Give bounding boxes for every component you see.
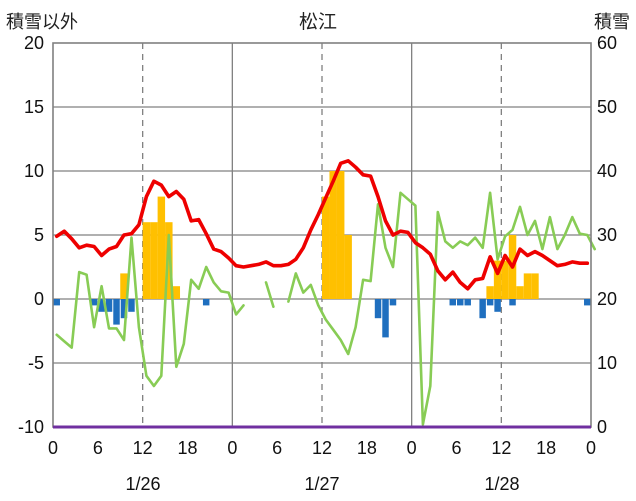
x-tick-label: 6 bbox=[451, 438, 461, 458]
left-tick-label: 20 bbox=[24, 33, 44, 53]
precip-bar bbox=[457, 299, 464, 306]
x-tick-label: 12 bbox=[133, 438, 153, 458]
snowfall-bar bbox=[531, 273, 539, 299]
right-tick-label: 10 bbox=[597, 353, 617, 373]
precip-bar bbox=[53, 299, 60, 306]
precip-bar bbox=[494, 299, 501, 312]
date-label-1: 1/26 bbox=[125, 474, 160, 494]
x-tick-label: 18 bbox=[177, 438, 197, 458]
x-tick-label: 6 bbox=[272, 438, 282, 458]
x-tick-label: 0 bbox=[227, 438, 237, 458]
left-tick-label: 0 bbox=[34, 289, 44, 309]
left-tick-label: 5 bbox=[34, 225, 44, 245]
precip-bar bbox=[464, 299, 471, 306]
precip-bar bbox=[90, 299, 98, 306]
snowfall-bar bbox=[344, 235, 352, 299]
snowfall-bar bbox=[329, 171, 337, 299]
precip-bar bbox=[584, 299, 591, 306]
precip-bar bbox=[98, 299, 105, 312]
x-tick-label: 18 bbox=[357, 438, 377, 458]
right-tick-label: 20 bbox=[597, 289, 617, 309]
x-tick-label: 12 bbox=[312, 438, 332, 458]
snowfall-bar bbox=[501, 260, 509, 299]
snowfall-bar bbox=[165, 222, 173, 299]
x-tick-label: 0 bbox=[586, 438, 596, 458]
date-label-3: 1/28 bbox=[484, 474, 519, 494]
snowfall-bar bbox=[142, 222, 151, 299]
series-lines bbox=[54, 159, 596, 426]
left-tick-label: 10 bbox=[24, 161, 44, 181]
right-tick-label: 0 bbox=[597, 417, 607, 437]
precip-bar bbox=[449, 299, 456, 306]
right-tick-label: 60 bbox=[597, 33, 617, 53]
right-axis-label: 積雪 bbox=[594, 12, 630, 33]
x-tick-label: 0 bbox=[407, 438, 417, 458]
left-tick-label: 15 bbox=[24, 97, 44, 117]
x-tick-label: 12 bbox=[491, 438, 511, 458]
precip-bar bbox=[374, 299, 382, 319]
chart-title: 松江 bbox=[299, 11, 337, 33]
left-axis-label: 積雪以外 bbox=[6, 12, 78, 33]
snowfall-bar bbox=[486, 286, 494, 299]
temperature-line bbox=[54, 159, 590, 291]
snowfall-bar bbox=[172, 286, 181, 299]
x-tick-label: 18 bbox=[536, 438, 556, 458]
precip-bar bbox=[105, 299, 113, 312]
left-tick-label: -10 bbox=[18, 417, 44, 437]
right-tick-label: 30 bbox=[597, 225, 617, 245]
precip-bar bbox=[113, 299, 120, 325]
snowfall-bar bbox=[516, 286, 524, 299]
right-tick-label: 40 bbox=[597, 161, 617, 181]
snowfall-bar bbox=[120, 273, 128, 299]
snowfall-bar bbox=[523, 273, 532, 299]
wind-line bbox=[55, 191, 596, 426]
precip-bar bbox=[509, 299, 516, 306]
right-tick-label: 50 bbox=[597, 97, 617, 117]
date-label-2: 1/27 bbox=[304, 474, 339, 494]
precip-bar bbox=[479, 299, 486, 319]
snowfall-bar bbox=[150, 222, 158, 299]
left-tick-label: -5 bbox=[28, 353, 44, 373]
precip-bar bbox=[128, 299, 135, 312]
precip-bar bbox=[389, 299, 397, 306]
precip-bar bbox=[486, 299, 494, 306]
precip-bar bbox=[120, 299, 128, 319]
x-tick-label: 6 bbox=[93, 438, 103, 458]
snowfall-bar bbox=[493, 260, 502, 299]
snowfall-bar bbox=[336, 171, 345, 299]
snowfall-bar bbox=[157, 196, 166, 299]
precip-bar bbox=[382, 299, 389, 338]
snowfall-bar bbox=[322, 196, 330, 299]
x-tick-label: 0 bbox=[48, 438, 58, 458]
precip-bar bbox=[202, 299, 210, 306]
plot-frame bbox=[52, 42, 592, 429]
